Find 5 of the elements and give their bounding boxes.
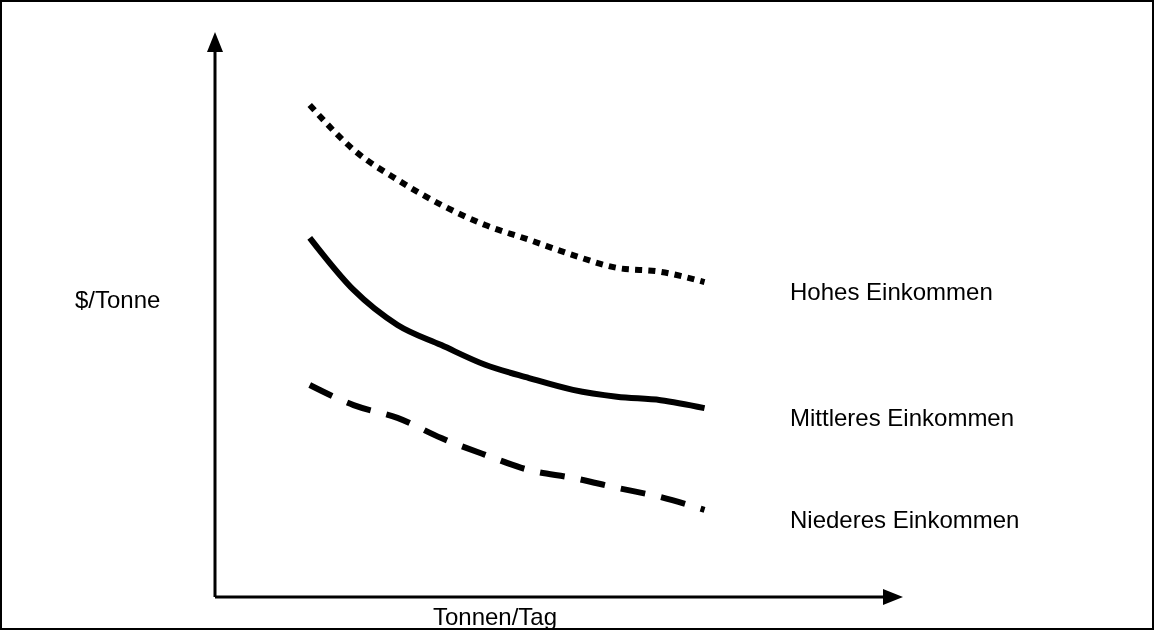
text: Hohes Einkommen <box>790 278 993 306</box>
x-axis-title: Tonnen/Tag <box>432 603 558 630</box>
text: Niederes Einkommen <box>790 505 1020 533</box>
y-axis-title: $/Tonne <box>75 286 161 313</box>
text: Mittleres Einkommen <box>790 404 1015 432</box>
